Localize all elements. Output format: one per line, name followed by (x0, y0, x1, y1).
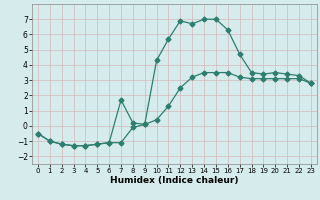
X-axis label: Humidex (Indice chaleur): Humidex (Indice chaleur) (110, 176, 239, 185)
